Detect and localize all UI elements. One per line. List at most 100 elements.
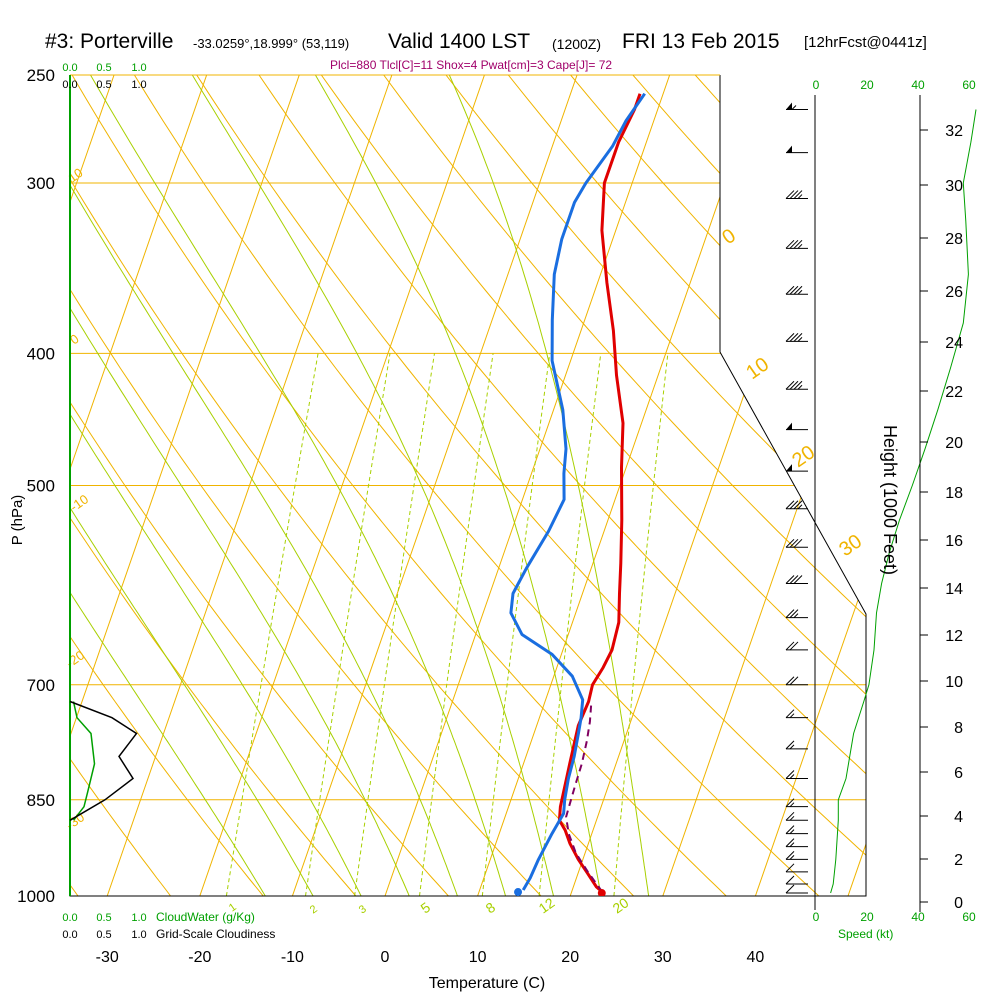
mixing-ratio-label: 8: [483, 899, 499, 917]
forecast-info: [12hrFcst@0441z]: [804, 34, 927, 51]
wind-barb-flag: [785, 676, 795, 686]
x-axis-label: Temperature (C): [429, 975, 545, 992]
isotherm-line: [70, 75, 309, 896]
wind-barb-half-flag: [789, 774, 795, 779]
y-tick-label: 850: [27, 791, 55, 810]
wind-barb: [785, 239, 808, 249]
wind-barb: [785, 609, 808, 619]
cloudiness-scale-top: 1.0: [131, 79, 146, 91]
moist-adiabat-line: [76, 75, 515, 896]
isotherm-line: [281, 75, 586, 896]
y-tick-label: 700: [27, 676, 55, 695]
height-tick-label: 2: [954, 852, 963, 869]
moist-adiabat-line: [70, 75, 376, 896]
isotherm-line: [837, 75, 866, 896]
dry-adiabat-line: [70, 75, 570, 896]
y-tick-label: 400: [27, 344, 55, 363]
wind-barb-flag: [789, 676, 799, 686]
wind-barb-flag: [785, 851, 795, 860]
wind-barb-flag: [785, 838, 795, 847]
height-tick-label: 32: [945, 123, 963, 140]
x-tick-label: -10: [281, 949, 304, 966]
height-tick-label: 24: [945, 335, 963, 352]
wind-barb: [785, 770, 808, 779]
wind-barb-flag: [785, 500, 795, 510]
mixing-ratio-line: [613, 353, 669, 896]
mixing-ratio-label: 12: [536, 894, 558, 916]
wind-barb-flag: [789, 285, 799, 295]
height-tick-label: 18: [945, 485, 963, 502]
moist-adiabat-line: [437, 75, 654, 896]
cloud-water-label: CloudWater (g/Kg): [156, 910, 255, 924]
moist-adiabat-line: [300, 75, 607, 896]
wind-barb-flag: [785, 884, 795, 894]
cloudiness-scale-bottom: 0.0: [62, 929, 77, 941]
mixing-ratio-line: [538, 353, 602, 896]
isotherm-label: 10: [65, 165, 85, 186]
mixing-ratio-label: 2: [308, 903, 320, 916]
x-tick-label: 0: [381, 949, 390, 966]
wind-barb-flag: [785, 239, 795, 249]
height-tick-label: 22: [945, 384, 963, 401]
mixing-ratio-label: 3: [357, 903, 369, 916]
height-tick-label: 8: [954, 720, 963, 737]
dry-adiabat-line: [242, 75, 866, 896]
speed-tick-bottom: 0: [813, 910, 820, 924]
moist-adiabat-line: [70, 75, 283, 896]
dry-adiabat-line: [612, 75, 866, 896]
x-tick-label: 40: [747, 949, 765, 966]
wind-barb-flag: [785, 333, 795, 342]
wind-barb-half-flag: [789, 744, 795, 750]
wind-barb-half-flag: [789, 842, 795, 847]
wind-barb-flag: [793, 239, 803, 249]
mixing-ratio-label: 5: [418, 899, 434, 917]
axes: [69, 74, 867, 910]
height-tick-label: 12: [945, 628, 963, 645]
wind-barb-flag: [785, 285, 795, 295]
temperature-profile: [557, 93, 642, 893]
wind-barb: [785, 838, 808, 848]
wind-barb-flag: [793, 500, 803, 510]
dry-adiabat-line: [488, 75, 866, 896]
wind-barb-flag: [789, 575, 799, 584]
cloud-water-scale-bottom: 0.0: [62, 912, 77, 924]
height-tick-label: 0: [954, 895, 963, 912]
wind-barb-flag: [785, 575, 795, 584]
title-line: #3: Porterville -33.0259°,18.999° (53,11…: [0, 30, 1000, 60]
cloudiness-scale-bottom: 1.0: [131, 929, 146, 941]
dry-adiabat-line: [303, 75, 866, 896]
cloud-water-scale-bottom: 1.0: [131, 912, 146, 924]
surface-dewpoint-dot: [514, 888, 523, 896]
wind-barb-flag: [785, 609, 795, 619]
cloud-water-scale-top: 0.0: [62, 62, 77, 74]
wind-barb-flag: [793, 333, 803, 342]
wind-barb-flag: [785, 863, 795, 873]
wind-barb-half-flag: [797, 289, 803, 295]
cloudiness-label: Grid-Scale Cloudiness: [156, 927, 275, 941]
wind-barb-flag: [785, 770, 795, 779]
height-axis-label: Height (1000 Feet): [880, 425, 900, 575]
x-tick-label: 30: [654, 949, 672, 966]
wind-barb-flag: [785, 641, 795, 651]
wind-barb: [785, 884, 808, 894]
profiles: [509, 92, 646, 896]
height-tick-label: 16: [945, 533, 963, 550]
y-tick-label: 500: [27, 477, 55, 496]
wind-barb-half-flag: [789, 815, 795, 821]
cloud-panel: 0.0 0.0 0.0 0.0 0.5 0.5 0.5 0.5 1.0 1.0 1.0 1.0 Clou…: [62, 62, 275, 941]
speed-tick-bottom: 40: [911, 910, 925, 924]
moist-adiabat-line: [70, 75, 469, 896]
dry-adiabat-line: [70, 75, 663, 896]
wind-barb: [785, 538, 808, 548]
dry-adiabat-line: [70, 75, 194, 896]
wind-barb-flag: [785, 875, 795, 885]
wind-barb-half-flag: [793, 613, 799, 619]
wind-barb-half-flag: [797, 384, 803, 390]
wind-barb-flag: [793, 575, 803, 584]
cloud-water-profile: [72, 701, 96, 821]
station-title: #3: Porterville: [45, 30, 174, 53]
wind-barb: [785, 500, 808, 510]
mixing-ratio-line: [225, 353, 319, 896]
